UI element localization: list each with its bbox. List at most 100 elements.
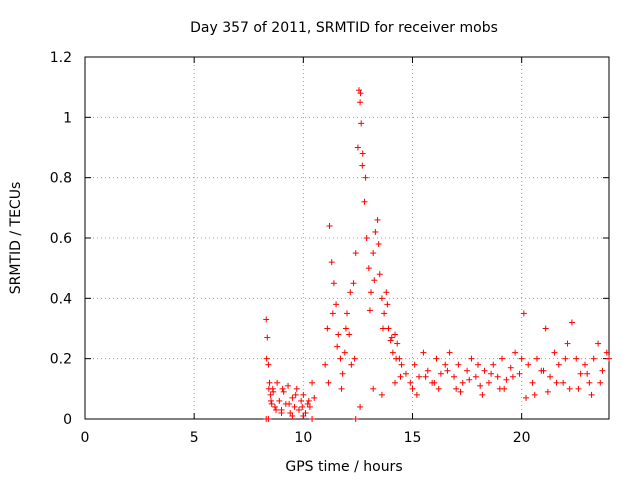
chart-title: Day 357 of 2011, SRMTID for receiver mob… (190, 20, 498, 36)
data-point (361, 198, 368, 205)
data-point (516, 370, 523, 377)
data-point (407, 379, 414, 386)
data-point (392, 331, 399, 338)
data-point (520, 310, 527, 317)
data-point (299, 403, 306, 410)
data-point (322, 361, 329, 368)
y-tick-label: 0.2 (50, 352, 72, 368)
data-point (577, 370, 584, 377)
data-point (560, 379, 567, 386)
data-point (606, 355, 612, 362)
data-point (309, 379, 316, 386)
data-point (420, 349, 427, 356)
data-point (344, 310, 350, 317)
data-point (292, 391, 299, 398)
x-tick-label: 10 (294, 430, 312, 446)
data-point (274, 379, 281, 386)
data-point (371, 277, 378, 284)
data-point (468, 355, 475, 362)
data-point (346, 331, 353, 338)
data-point (358, 120, 365, 127)
data-point (472, 373, 479, 380)
data-point (590, 355, 597, 362)
data-point (599, 367, 606, 374)
y-axis-label: SRMTID / TECUs (8, 182, 24, 295)
data-point (265, 385, 272, 392)
data-point (298, 397, 305, 404)
data-point (540, 367, 547, 374)
data-point (291, 403, 298, 410)
data-point (457, 388, 464, 395)
data-point (518, 355, 525, 362)
data-point (378, 295, 385, 302)
data-point (575, 385, 582, 392)
data-point (459, 379, 466, 386)
data-point (328, 259, 335, 266)
data-point (490, 361, 497, 368)
data-point (525, 361, 532, 368)
data-point (363, 235, 370, 241)
data-point (334, 343, 341, 350)
data-point (306, 403, 313, 410)
data-point (287, 409, 294, 416)
data-point (264, 334, 271, 341)
data-point (509, 373, 516, 380)
data-point (385, 325, 392, 332)
data-point (375, 241, 382, 248)
x-tick-label: 5 (190, 430, 199, 446)
data-point (351, 355, 358, 362)
data-point (289, 412, 296, 419)
data-point (553, 379, 560, 386)
data-point (352, 250, 359, 257)
data-point (485, 379, 492, 386)
data-point (394, 340, 401, 347)
data-point (568, 319, 575, 326)
data-point (402, 370, 409, 377)
data-point (531, 391, 538, 398)
data-point (595, 340, 602, 347)
grid-lines (85, 57, 609, 419)
data-point (450, 373, 457, 380)
data-point (265, 361, 272, 368)
data-point (347, 289, 354, 296)
data-point (581, 361, 588, 368)
data-point (304, 400, 311, 407)
data-point (431, 379, 438, 386)
data-point (466, 376, 473, 383)
data-point (479, 391, 486, 398)
y-tick-label: 0.4 (50, 291, 72, 307)
data-point (584, 370, 591, 377)
data-point (384, 301, 391, 308)
data-point (285, 382, 292, 389)
data-point (388, 334, 395, 341)
data-point (389, 349, 396, 356)
data-point (409, 385, 416, 392)
data-point (357, 90, 364, 97)
data-point (533, 355, 540, 362)
data-point (337, 355, 344, 362)
data-point (289, 394, 296, 401)
data-point (263, 316, 270, 323)
data-point (435, 385, 442, 392)
data-point (295, 406, 302, 413)
data-point (398, 361, 405, 368)
data-point (529, 379, 536, 386)
data-points (263, 87, 612, 422)
data-point (286, 400, 293, 407)
y-tick-label: 1.2 (50, 50, 72, 66)
data-point (387, 337, 394, 344)
data-point (342, 325, 349, 332)
data-point (270, 388, 277, 395)
data-point (267, 391, 274, 398)
data-point (273, 406, 280, 413)
data-point (555, 361, 562, 368)
data-point (512, 349, 519, 356)
data-point (499, 355, 506, 362)
data-point (597, 379, 604, 386)
data-point (302, 409, 309, 416)
data-point (311, 394, 318, 401)
data-point (330, 280, 337, 287)
data-point (603, 349, 610, 356)
axis-ticks: 0 5 10 15 20 0 0.2 0.4 0.6 0.8 1 1.2 (50, 50, 609, 446)
y-tick-label: 0.6 (50, 231, 72, 247)
